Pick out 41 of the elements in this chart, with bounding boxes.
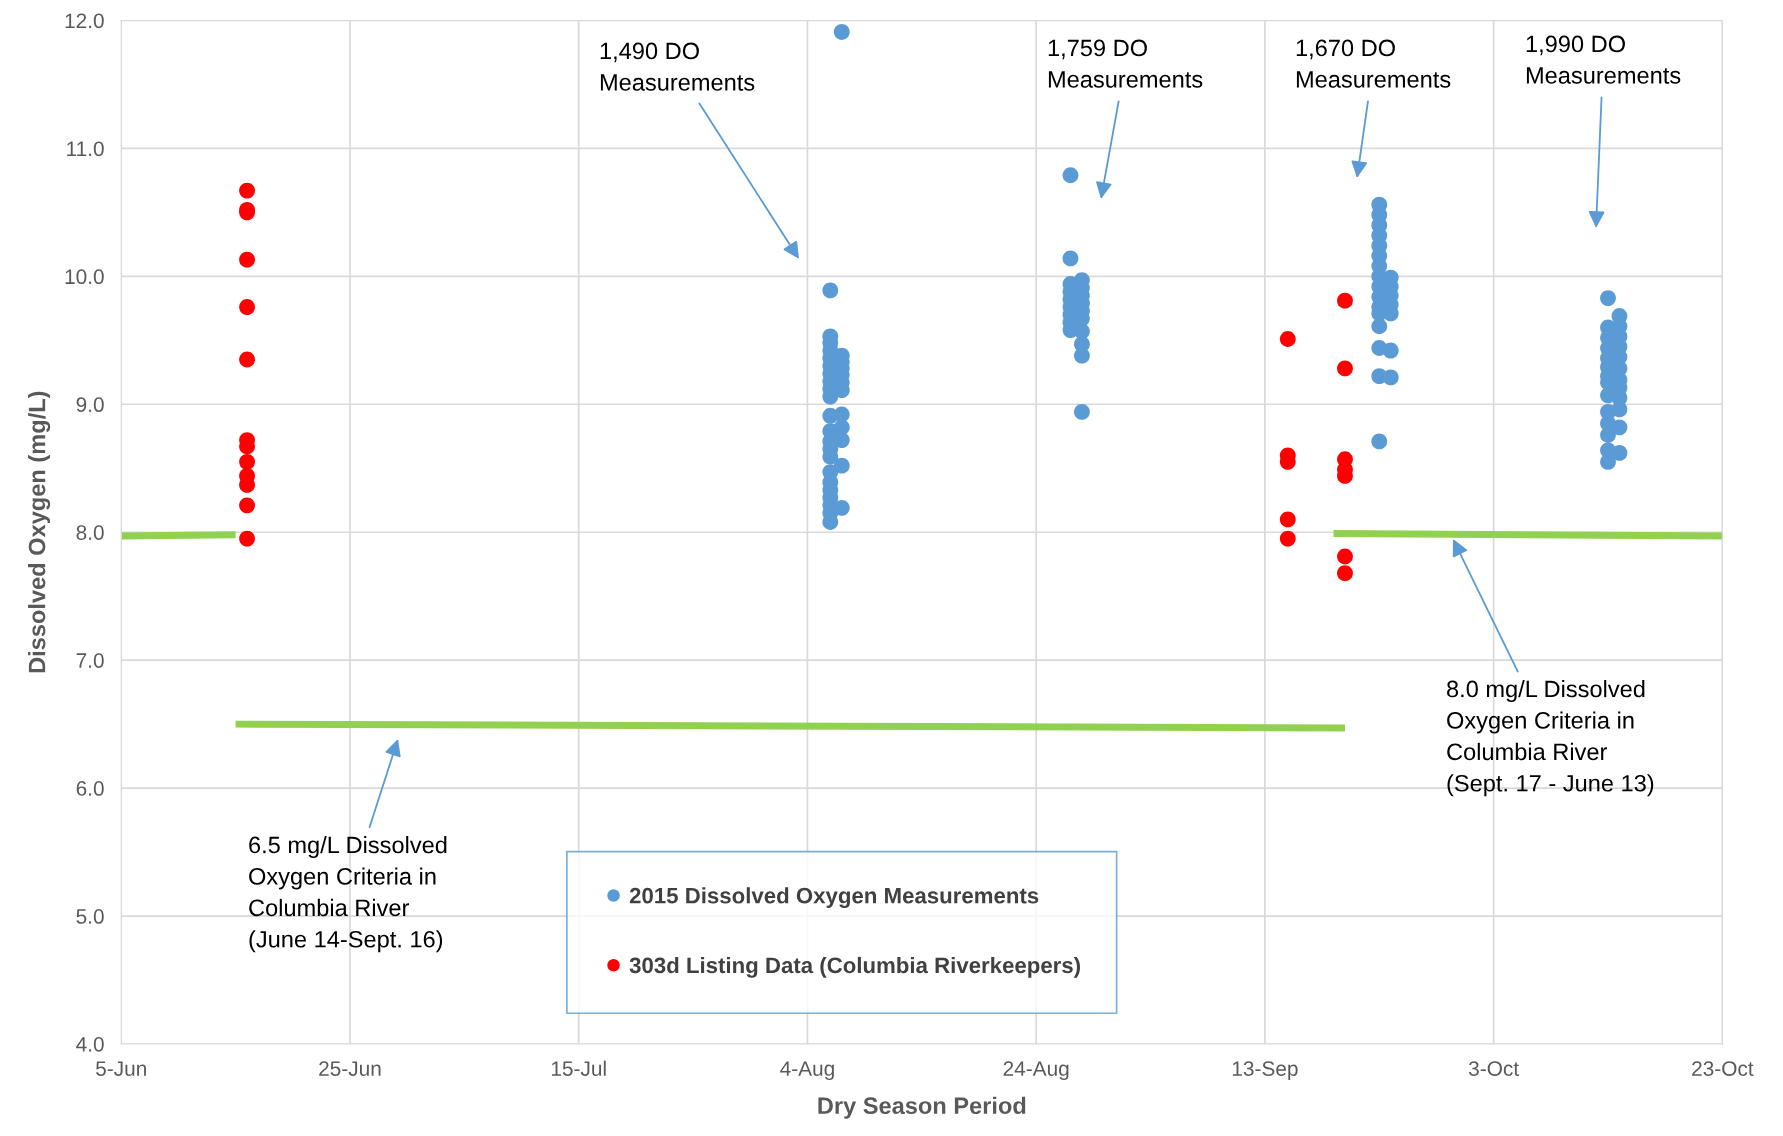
- y-tick-label: 6.0: [76, 781, 104, 796]
- point: [239, 182, 255, 199]
- legend-label: 2015 Dissolved Oxygen Measurements: [629, 887, 1039, 909]
- y-tick-label: 5.0: [76, 909, 104, 924]
- point: [239, 453, 255, 470]
- y-tick-label: 8.0: [76, 525, 104, 540]
- annotation: 1,670 DO Measurements: [1296, 39, 1451, 88]
- point: [1337, 548, 1353, 565]
- point: [1337, 565, 1353, 582]
- y-tick-label: 7.0: [76, 653, 104, 668]
- y-tick-label: 4.0: [76, 1036, 104, 1052]
- x-tick-label: 5-Jun: [96, 1061, 146, 1076]
- x-tick-label: 13-Sep: [1232, 1061, 1298, 1081]
- point: [239, 251, 255, 268]
- x-tick-label: 25-Jun: [319, 1061, 381, 1076]
- x-tick-label: 4-Aug: [780, 1061, 834, 1081]
- point: [239, 530, 255, 547]
- point: [1337, 292, 1353, 309]
- y-tick-label: 12.0: [65, 13, 104, 29]
- x-tick-label: 15-Jul: [551, 1060, 606, 1076]
- annotation: 1,990 DO Measurements: [1526, 35, 1681, 84]
- point: [239, 299, 255, 315]
- y-axis-title: Dissolved Oxygen (mg/L): [28, 391, 51, 673]
- annotation: 8.0 mg/L Dissolved Oxygen Criteria in Columbia River (Sept. 17 - June 13): [1447, 680, 1654, 797]
- point: [1337, 360, 1353, 377]
- point: [1279, 331, 1296, 347]
- x-tick-label: 3-Oct: [1468, 1061, 1519, 1076]
- y-tick-label: 10.0: [65, 269, 104, 285]
- x-tick-label: 23-Oct: [1692, 1061, 1754, 1076]
- x-tick-label: 24-Aug: [1003, 1061, 1069, 1081]
- x-axis-title: Dry Season Period: [818, 1096, 1026, 1119]
- annotation: 6.5 mg/L Dissolved Oxygen Criteria in Columbia River (June 14-Sept. 16): [249, 836, 447, 953]
- legend-label: 303d Listing Data (Columbia Riverkeepers): [629, 956, 1080, 978]
- point: [239, 351, 255, 368]
- annotation: 1,490 DO Measurements: [600, 42, 755, 91]
- y-tick-label: 11.0: [67, 141, 104, 157]
- point: [1279, 530, 1296, 547]
- point: [1279, 511, 1296, 528]
- y-tick-label: 9.0: [76, 397, 104, 413]
- annotation: 1,759 DO Measurements: [1048, 39, 1203, 88]
- point: [239, 497, 255, 514]
